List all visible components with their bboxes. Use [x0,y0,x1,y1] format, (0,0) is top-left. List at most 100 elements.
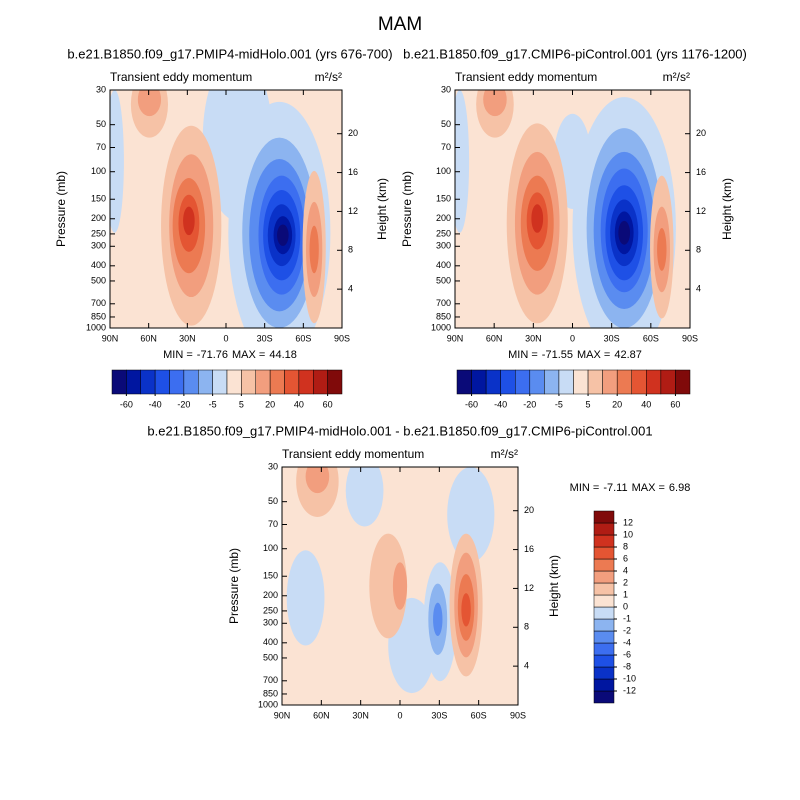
colorbar-box [544,369,560,395]
y-tick-label: 100 [436,166,451,176]
y2-axis-label: Height (km) [720,178,734,240]
min-max: MIN = -7.11 MAX = 6.98 [570,482,691,494]
stat-max: 6.98 [669,482,690,494]
colorbar-box [593,510,615,524]
y-tick-label: 50 [441,119,451,129]
units: m²/s² [315,70,342,84]
colorbar-box [616,369,632,395]
x-tick-label: 60S [295,333,311,343]
y2-tick-label: 12 [696,206,706,216]
y2-tick-label: 20 [524,505,534,515]
y-tick-label: 30 [268,461,278,471]
x-tick-label: 0 [570,333,575,343]
stat-min: -71.55 [542,349,573,361]
y2-tick-label: 8 [524,622,529,632]
contour-fill [286,550,325,646]
colorbar-label: -6 [623,649,631,659]
y-tick-label: 30 [441,84,451,94]
x-tick-label: 90N [274,710,291,720]
y-tick-label: 1000 [258,699,278,709]
contour-fill [531,204,544,233]
panel-title: b.e21.B1850.f09_g17.CMIP6-piControl.001 … [403,46,747,61]
colorbar-label: -60 [465,399,478,409]
x-tick-label: 30S [431,710,447,720]
colorbar-label: -8 [623,661,631,671]
colorbar-label: -1 [623,613,631,623]
colorbar-box [529,369,545,395]
y2-axis-label: Height (km) [547,555,561,617]
y-tick-label: 50 [268,496,278,506]
y2-tick-label: 20 [348,128,358,138]
contour-fill [433,602,443,636]
colorbar-box [631,369,647,395]
y-tick-label: 300 [436,241,451,251]
colorbar-label: -40 [494,399,507,409]
y-tick-label: 100 [91,166,106,176]
colorbar-box [593,570,615,584]
y2-tick-label: 4 [348,284,353,294]
stat-min: -71.76 [197,349,228,361]
y-tick-label: 30 [96,84,106,94]
colorbar-label: 60 [670,399,680,409]
colorbar-box [111,369,127,395]
colorbar-label: 5 [239,399,244,409]
colorbar-label: 60 [323,399,333,409]
stat-max-label: MAX = [577,349,610,361]
y-tick-label: 700 [263,675,278,685]
contour-fill [657,228,667,271]
panel-subtitle: Transient eddy momentum [282,447,424,461]
contour-fill [461,593,471,627]
colorbar-box [327,369,343,395]
colorbar-box [573,369,589,395]
y2-tick-label: 16 [348,167,358,177]
colorbar-box [313,369,328,395]
panel-subtitle: Transient eddy momentum [110,70,252,84]
colorbar-box [500,369,516,395]
colorbar-box [675,369,691,395]
contour-fill [369,533,408,639]
y-tick-label: 700 [91,298,106,308]
panel-title: b.e21.B1850.f09_g17.PMIP4-midHolo.001 (y… [67,46,392,61]
colorbar-label: 1 [623,589,628,599]
y-tick-label: 850 [91,311,106,321]
colorbar-label: -60 [120,399,133,409]
contour-fill [277,224,289,246]
x-tick-label: 90S [334,333,350,343]
colorbar-box [593,546,615,560]
y2-tick-label: 20 [696,128,706,138]
x-tick-label: 30S [604,333,620,343]
colorbar-label: -10 [623,673,636,683]
colorbar-label: 5 [586,399,591,409]
units: m²/s² [663,70,690,84]
x-tick-label: 60S [643,333,659,343]
panel-title: b.e21.B1850.f09_g17.PMIP4-midHolo.001 - … [147,423,652,438]
contour-field [455,90,690,328]
colorbar-box [269,369,285,395]
y-axis-label: Pressure (mb) [227,548,241,624]
colorbar-label: -40 [149,399,162,409]
y-tick-label: 850 [263,688,278,698]
colorbar-box [255,369,271,395]
contour-fill [392,562,408,610]
colorbar-label: -20 [523,399,536,409]
colorbar-box [660,369,676,395]
colorbar-box [183,369,199,395]
colorbar-label: 20 [612,399,622,409]
contour-fill [455,90,470,233]
colorbar-box [154,369,170,395]
colorbar-label: 2 [623,577,628,587]
x-tick-label: 0 [223,333,228,343]
contour-fill [618,220,631,245]
colorbar-box [226,369,242,395]
colorbar-box [456,369,472,395]
y-tick-label: 400 [263,637,278,647]
y-tick-label: 500 [91,275,106,285]
colorbar-label: 4 [623,565,628,575]
y-axis-label: Pressure (mb) [54,171,68,247]
colorbar-box [593,690,615,704]
colorbar-label: -2 [623,625,631,635]
colorbar-box [558,369,574,395]
stat-min-label: MIN = [508,349,538,361]
colorbar-box [593,630,615,644]
x-tick-label: 30N [525,333,542,343]
